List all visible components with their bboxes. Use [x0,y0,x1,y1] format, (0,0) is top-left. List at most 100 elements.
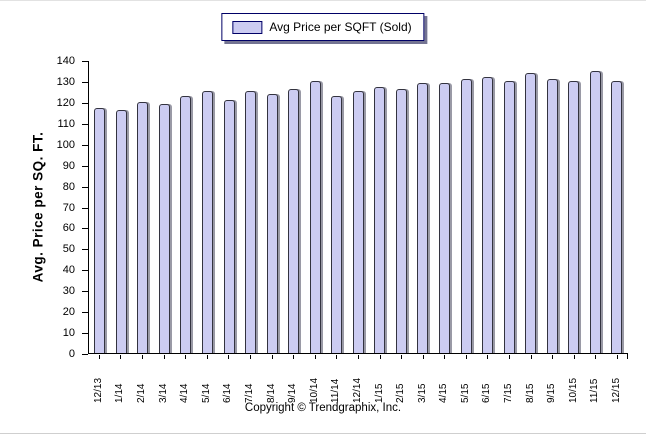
x-tick-label: 11/15 [589,378,601,403]
x-tick: 12/13 [88,355,109,403]
x-tick: 10/15 [563,355,584,403]
bar-11/14 [331,95,343,353]
bar-5/14 [202,91,213,353]
x-tick-label: 6/14 [222,383,234,403]
bar-10/14 [309,80,321,353]
bar-8/14 [266,93,278,353]
y-tick [82,249,88,251]
x-tick-label: 6/15 [481,383,493,403]
bar-4/15 [439,83,451,353]
y-tick-label: 0 [68,348,75,360]
y-tick-label: 10 [62,327,75,340]
x-tick-label: 9/14 [287,383,299,403]
x-tick-label: 11/14 [330,378,342,403]
bar-3/14 [158,104,170,353]
x-tick-label: 2/15 [395,383,407,403]
x-tick-label: 9/15 [546,383,558,403]
x-tick: 11/14 [326,355,347,403]
x-tick: 6/15 [477,355,498,403]
x-tick-label: 12/14 [351,377,363,403]
x-tick-label: 7/15 [503,383,515,403]
y-tick-label: 30 [62,285,75,298]
x-tick: 9/15 [542,355,563,403]
x-tick-label: 10/14 [308,377,320,403]
x-tick: 10/14 [304,355,325,403]
x-tick: 3/14 [153,355,174,403]
bar-1/15 [374,87,386,353]
x-tick-label: 2/14 [135,383,147,403]
y-tick-label: 110 [57,117,75,130]
y-tick-label: 60 [62,222,75,235]
x-tick-label: 8/15 [524,383,536,403]
bar-5/15 [460,78,472,353]
x-tick-label: 4/14 [179,383,191,403]
x-tick: 8/15 [520,355,541,403]
bar-9/15 [546,78,558,353]
x-tick-label: 1/14 [114,383,126,403]
x-tick: 5/15 [455,355,476,403]
x-tick-label: 5/14 [200,383,212,403]
bar-2/14 [137,101,149,353]
bar-11/15 [589,70,601,353]
bar-12/14 [352,91,364,353]
x-tick-label: 5/15 [459,383,471,403]
bar-2/15 [395,89,407,353]
x-tick: 4/14 [175,355,196,403]
y-tick [82,228,88,230]
y-tick-label: 20 [62,306,75,319]
y-tick-label: 120 [56,96,75,109]
y-tick [82,354,88,355]
x-tick: 1/14 [110,355,131,403]
x-tick: 7/14 [239,355,260,403]
x-tick: 12/15 [607,355,628,403]
x-tick-label: 7/14 [243,383,255,403]
legend-swatch-icon [232,20,263,34]
bar-6/14 [223,99,235,353]
bar-7/14 [245,91,257,353]
y-axis: 0 10 20 30 40 50 60 70 80 90 100 110 120 130 140 [0,55,88,360]
y-tick [82,123,88,125]
y-tick [82,207,88,209]
y-tick-label: 80 [62,180,75,193]
legend-label: Avg Price per SQFT (Sold) [269,20,412,34]
legend: Avg Price per SQFT (Sold) [221,13,425,41]
y-tick-label: 140 [56,55,75,67]
y-tick-label: 100 [56,138,75,151]
x-tick-label: 10/15 [567,377,579,403]
x-axis: 12/13 1/14 2/14 3/14 4/14 5/14 6/14 7/14 8/14 9/1… [88,355,628,403]
bar-10/15 [568,80,580,353]
x-tick: 6/14 [218,355,239,403]
copyright-text: Copyright © Trendgraphix, Inc. [244,402,402,414]
bar-8/15 [525,72,537,353]
x-tick: 8/14 [261,355,282,403]
bar-9/14 [288,89,300,353]
plot-area [88,61,628,354]
bar-7/15 [503,80,515,353]
bar-4/14 [180,95,192,353]
y-tick-label: 130 [56,75,75,88]
x-tick-label: 4/15 [438,383,450,403]
bar-6/15 [482,76,494,353]
y-tick [82,165,88,167]
x-tick: 11/15 [585,355,606,403]
bar-1/14 [115,110,127,353]
x-tick: 5/14 [196,355,217,403]
y-tick-label: 90 [62,159,75,172]
y-tick [82,61,88,62]
y-tick [82,81,88,83]
y-tick [82,270,88,272]
x-tick: 3/15 [412,355,433,403]
x-tick-label: 8/14 [265,383,277,403]
bar-12/15 [611,80,623,353]
y-tick-label: 50 [62,243,75,256]
x-axis-end-tick [627,354,628,359]
x-tick-label: 12/15 [611,377,623,403]
x-tick: 1/15 [369,355,390,403]
y-tick-label: 70 [62,201,75,214]
bar-3/15 [417,83,429,353]
x-tick: 12/14 [347,355,368,403]
y-tick [82,291,88,293]
y-tick [82,312,88,314]
x-tick: 4/15 [434,355,455,403]
